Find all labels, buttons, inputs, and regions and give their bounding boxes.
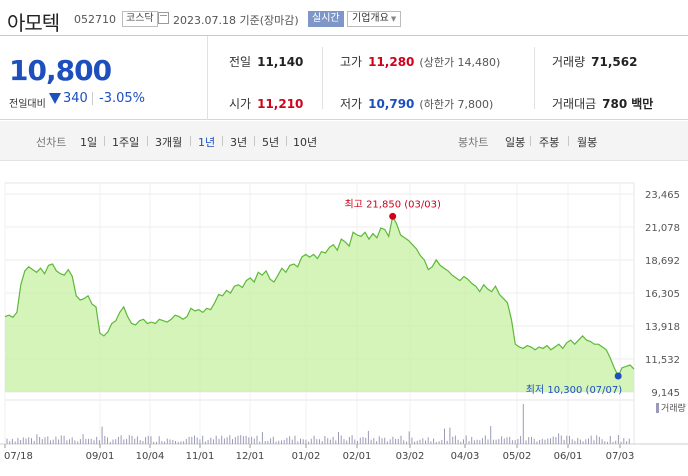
y-tick-label: 9,145 [651, 388, 680, 399]
chart-period-tabs: 선차트 1일 1주일 3개월 1년 3년 5년 10년 봉차트 일봉 주봉 월봉 [0, 121, 688, 161]
x-tick-label: 05/02 [503, 451, 532, 462]
divider [568, 136, 569, 146]
y-tick-label: 13,918 [645, 322, 680, 333]
x-tick-label: 07/18 [4, 451, 33, 462]
company-info-dropdown[interactable]: 기업개요 ▼ [347, 11, 402, 27]
price-chart-svg: 23,465 21,078 18,692 16,305 13,918 11,532 9,14… [0, 182, 688, 462]
candle-chart-label: 봉차트 [458, 136, 489, 149]
tab-3year[interactable]: 3년 [230, 136, 248, 149]
prev-close-label: 전일 [229, 55, 252, 69]
divider [254, 136, 255, 146]
stock-name: 아모텍 [7, 11, 60, 35]
prev-close: 전일 11,140 [229, 53, 303, 70]
divider [322, 47, 323, 109]
price-area [5, 216, 634, 392]
x-tick-label: 06/01 [554, 451, 583, 462]
open-label: 시가 [229, 97, 252, 111]
high-value: 11,280 [368, 55, 415, 69]
tab-1day[interactable]: 1일 [80, 136, 98, 149]
chart-marks [389, 212, 622, 380]
x-tick-label: 04/03 [451, 451, 480, 462]
volume-label: 거래량 [552, 55, 586, 69]
upper-limit: (상한가 14,480) [419, 56, 501, 69]
chevron-down-icon: ▼ [390, 15, 397, 23]
low-price: 저가 10,790 (하한가 7,800) [340, 95, 493, 112]
tab-weekly-candle[interactable]: 주봉 [539, 136, 560, 149]
divider [190, 136, 191, 146]
x-tick-label: 12/01 [236, 451, 265, 462]
y-tick-label: 11,532 [645, 355, 680, 366]
trade-amount-label: 거래대금 [552, 97, 597, 111]
divider [222, 136, 223, 146]
divider [534, 47, 535, 109]
x-tick-label: 07/03 [606, 451, 635, 462]
tab-10year[interactable]: 10년 [293, 136, 318, 149]
price-chart[interactable]: 23,465 21,078 18,692 16,305 13,918 11,532 9,14… [0, 161, 688, 476]
y-tick-label: 21,078 [645, 223, 680, 234]
high-price: 고가 11,280 (상한가 14,480) [340, 53, 500, 70]
x-tick-label: 03/02 [396, 451, 425, 462]
divider [147, 136, 148, 146]
stock-code: 052710 [74, 13, 116, 26]
x-tick-label: 01/02 [292, 451, 321, 462]
tab-5year[interactable]: 5년 [262, 136, 280, 149]
volume-frame [4, 399, 635, 445]
quote-panel: 10,800 전일대비 340 -3.05% 전일 11,140 시가 11,210… [0, 36, 688, 120]
price-change: 340 [63, 91, 88, 106]
x-tick-label: 10/04 [136, 451, 165, 462]
volume: 거래량 71,562 [552, 53, 637, 70]
x-tick-label: 02/01 [343, 451, 372, 462]
x-tick-label: 11/01 [186, 451, 215, 462]
chart-labels: 23,465 21,078 18,692 16,305 13,918 11,532 9,14… [4, 190, 686, 462]
quote-date: 2023.07.18 기준(장마감) [173, 14, 299, 27]
tab-3month[interactable]: 3개월 [155, 136, 183, 149]
trade-amount-value: 780 [602, 97, 628, 111]
tab-daily-candle[interactable]: 일봉 [505, 136, 526, 149]
y-tick-label: 16,305 [645, 289, 680, 300]
stock-header: 아모텍 052710 코스닥 2023.07.18 기준(장마감) 실시간 기업… [0, 0, 688, 36]
low-annotation: 최저 10,300 (07/07) [526, 384, 622, 396]
lower-limit: (하한가 7,800) [419, 98, 494, 111]
calendar-icon [158, 12, 169, 24]
realtime-button[interactable]: 실시간 [308, 11, 344, 27]
line-chart-label: 선차트 [36, 136, 67, 149]
company-info-label: 기업개요 [352, 13, 389, 24]
high-marker [389, 212, 397, 220]
prev-close-value: 11,140 [257, 55, 304, 69]
divider [530, 136, 531, 146]
high-annotation: 최고 21,850 (03/03) [344, 198, 440, 210]
compare-label: 전일대비 [9, 99, 46, 110]
price-change-percent: -3.05% [99, 91, 145, 106]
y-tick-label: 18,692 [645, 256, 680, 267]
trade-amount-unit: 백만 [631, 97, 654, 111]
open-price: 시가 11,210 [229, 95, 303, 112]
low-value: 10,790 [368, 97, 415, 111]
tab-1week[interactable]: 1주일 [112, 136, 140, 149]
x-tick-label: 09/01 [86, 451, 115, 462]
market-badge: 코스닥 [122, 11, 158, 27]
y-tick-label: 23,465 [645, 190, 680, 201]
divider [104, 136, 105, 146]
divider [286, 136, 287, 146]
volume-value: 71,562 [591, 55, 638, 69]
down-arrow-icon [49, 93, 61, 104]
low-marker [614, 372, 622, 380]
low-label: 저가 [340, 97, 363, 111]
high-label: 고가 [340, 55, 363, 69]
current-price: 10,800 [9, 54, 112, 87]
tab-monthly-candle[interactable]: 월봉 [577, 136, 598, 149]
volume-legend-label: 거래량 [661, 402, 686, 414]
volume-legend-swatch [656, 403, 659, 413]
volume-bars [6, 403, 659, 444]
divider [92, 92, 93, 105]
current-price-box: 10,800 전일대비 340 -3.05% [0, 36, 208, 120]
trade-amount: 거래대금 780 백만 [552, 95, 653, 112]
price-line [4, 214, 635, 378]
open-value: 11,210 [257, 97, 304, 111]
tab-1year[interactable]: 1년 [198, 136, 216, 149]
